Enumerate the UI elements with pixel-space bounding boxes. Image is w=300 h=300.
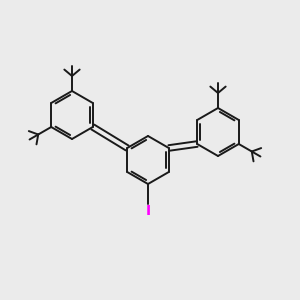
Text: I: I [146,204,151,218]
